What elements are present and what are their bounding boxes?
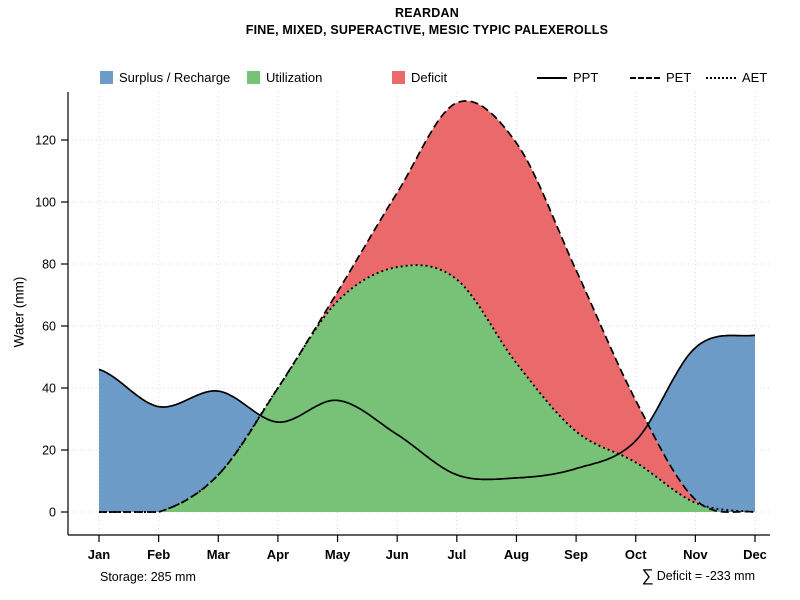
x-tick-label: May xyxy=(325,547,351,562)
x-tick-label: Jul xyxy=(447,547,466,562)
sigma-icon: ∑ xyxy=(641,566,654,585)
legend-item-pet: PET xyxy=(630,70,691,85)
y-tick-label: 20 xyxy=(42,444,56,458)
y-tick-label: 40 xyxy=(42,382,56,396)
legend-item-aet: AET xyxy=(706,70,767,85)
ppt-line xyxy=(98,334,756,481)
x-tick-label: Nov xyxy=(683,547,708,562)
deficit-sum-annotation: ∑ Deficit = -233 mm xyxy=(642,567,755,584)
series-lines xyxy=(98,100,756,513)
y-tick-label: 80 xyxy=(42,258,56,272)
y-axis-title: Water (mm) xyxy=(11,276,27,348)
legend-item-deficit: Deficit xyxy=(392,70,447,85)
y-tick-label: 100 xyxy=(35,196,56,210)
legend-label-deficit: Deficit xyxy=(411,70,448,85)
x-tick-label: Dec xyxy=(743,547,767,562)
x-tick-label: Jan xyxy=(88,547,110,562)
x-tick-label: Jun xyxy=(386,547,409,562)
deficit-area xyxy=(312,101,700,505)
legend-item-ppt: PPT xyxy=(537,70,598,85)
surplus-recharge-area xyxy=(649,335,755,512)
ppt-line-sample-icon xyxy=(537,76,567,79)
aet-line xyxy=(99,264,756,513)
legend-label-ppt: PPT xyxy=(573,70,599,85)
utilization-area xyxy=(160,265,753,512)
x-tick-label: Feb xyxy=(147,547,170,562)
y-tick-label: 60 xyxy=(42,320,56,334)
chart-subtitle: FINE, MIXED, SUPERACTIVE, MESIC TYPIC PA… xyxy=(245,23,609,37)
area-fills xyxy=(99,101,755,512)
x-tick-label: Aug xyxy=(504,547,529,562)
deficit-sum-text: Deficit = -233 mm xyxy=(656,568,755,583)
legend-label-surplus: Surplus / Recharge xyxy=(119,70,231,85)
chart-title: REARDAN xyxy=(395,6,459,20)
axes xyxy=(61,92,770,542)
legend-label-pet: PET xyxy=(666,70,692,85)
legend-item-utilization: Utilization xyxy=(247,70,322,85)
y-tick-label: 120 xyxy=(35,134,56,148)
x-tick-label: Apr xyxy=(267,547,289,562)
legend-label-utilization: Utilization xyxy=(266,70,323,85)
legend-item-surplus: Surplus / Recharge xyxy=(100,70,230,85)
x-tick-label: Oct xyxy=(625,547,647,562)
pet-line-sample-icon xyxy=(630,76,660,79)
x-tick-label: Mar xyxy=(207,547,230,562)
storage-annotation: Storage: 285 mm xyxy=(100,570,196,584)
x-tick-label: Sep xyxy=(564,547,588,562)
utilization-swatch xyxy=(247,71,260,84)
surplus-swatch xyxy=(100,71,113,84)
legend-label-aet: AET xyxy=(742,70,768,85)
aet-line-sample-icon xyxy=(706,76,736,79)
tick-labels: 0 20 40 60 80 100 120 Jan Feb Mar Apr May Jun Jul Aug S… xyxy=(35,134,767,563)
surplus-recharge-area xyxy=(99,369,260,512)
y-tick-label: 0 xyxy=(49,506,56,520)
deficit-swatch xyxy=(392,71,405,84)
